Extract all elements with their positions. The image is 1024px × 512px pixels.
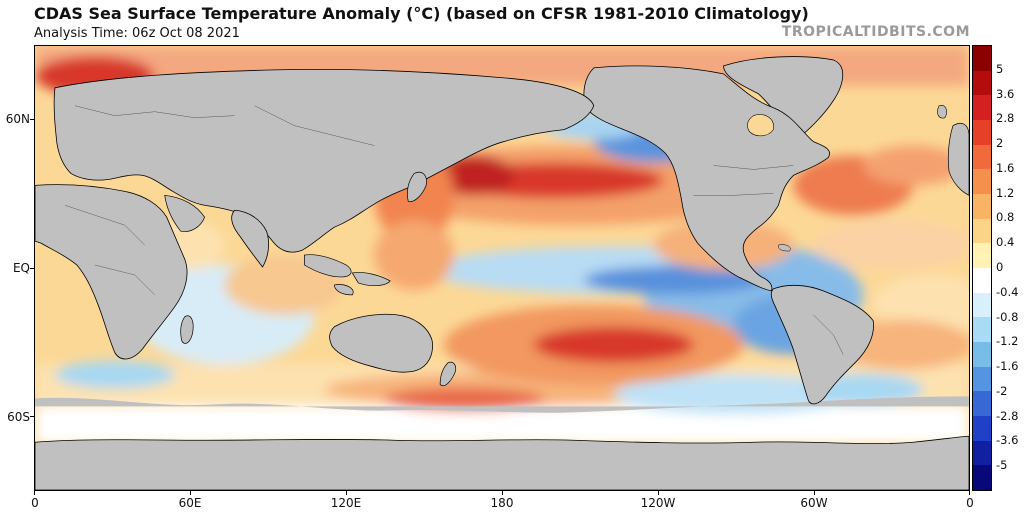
colorbar-label: -1.2	[996, 334, 1019, 349]
lat-label-60n: 60N	[5, 112, 30, 126]
lon-label-60w: 60W	[800, 496, 828, 510]
colorbar-segment	[973, 416, 991, 441]
colorbar-segment	[973, 292, 991, 318]
map-canvas	[35, 46, 969, 490]
lon-label-180: 180	[490, 496, 514, 510]
lon-tick-120w	[658, 491, 659, 495]
colorbar-segment	[973, 366, 991, 392]
analysis-time: Analysis Time: 06z Oct 08 2021	[34, 26, 240, 41]
colorbar-label: -5	[996, 458, 1008, 473]
colorbar-label: 1.6	[996, 160, 1015, 175]
colorbar-segment	[973, 46, 991, 71]
colorbar-label: 3.6	[996, 86, 1015, 101]
colorbar-label: 0.4	[996, 235, 1015, 250]
lon-label-0-east: 0	[966, 496, 974, 510]
colorbar-segment	[973, 194, 991, 219]
colorbar-segment	[973, 317, 991, 343]
colorbar-segment	[973, 440, 991, 466]
colorbar-label: -2	[996, 383, 1008, 398]
map-title: CDAS Sea Surface Temperature Anomaly (°C…	[34, 4, 809, 23]
lon-tick-120e	[346, 491, 347, 495]
lat-tick-eq	[30, 268, 34, 269]
colorbar-label: 0	[996, 260, 1004, 274]
colorbar-label: 2.8	[996, 111, 1015, 126]
lon-label-120e: 120E	[330, 496, 362, 510]
madagascar	[180, 315, 194, 344]
africa	[35, 184, 188, 360]
colorbar-label: 5	[996, 61, 1004, 76]
colorbar-label: 1.2	[996, 185, 1015, 200]
lon-label-60e: 60E	[178, 496, 202, 510]
lon-label-0: 0	[31, 496, 39, 510]
colorbar-label: 2	[996, 136, 1004, 151]
colorbar-label: 0.8	[996, 210, 1015, 225]
colorbar-label: -0.8	[996, 309, 1019, 324]
lat-label-60s: 60S	[7, 410, 30, 424]
colorbar-segment	[973, 218, 991, 244]
colorbar-label: -1.6	[996, 359, 1019, 374]
colorbar-label: -2.8	[996, 408, 1019, 423]
sst-anomaly-map	[34, 45, 970, 491]
lon-label-120w: 120W	[640, 496, 676, 510]
colorbar-segment	[973, 342, 991, 367]
lon-tick-180	[502, 491, 503, 495]
new-zealand	[439, 361, 457, 387]
greenland	[723, 56, 844, 139]
colorbar-segment	[973, 70, 991, 96]
colorbar-segment	[973, 120, 991, 145]
lon-tick-0-east	[969, 491, 970, 495]
lon-tick-60w	[814, 491, 815, 495]
brand-watermark[interactable]: TROPICALTIDBITS.COM	[781, 24, 970, 40]
india	[231, 209, 269, 268]
japan	[407, 171, 427, 202]
antarctic-sea-ice	[35, 396, 969, 413]
colorbar-segment	[973, 391, 991, 417]
lat-tick-60s	[30, 416, 34, 417]
lon-tick-0	[34, 491, 35, 495]
lon-tick-60e	[190, 491, 191, 495]
eurasia	[53, 68, 595, 253]
colorbar-segment	[973, 95, 991, 121]
australia	[329, 313, 433, 373]
south-america	[770, 284, 874, 405]
antarctica	[35, 435, 969, 490]
political-borders	[64, 105, 844, 355]
colorbar	[972, 45, 992, 491]
colorbar-segment	[973, 243, 991, 269]
colorbar-segment	[973, 169, 991, 195]
maritime-continent	[304, 254, 391, 296]
colorbar-label: -3.6	[996, 433, 1019, 448]
lat-label-eq: EQ	[12, 261, 30, 275]
colorbar-label: -0.4	[996, 284, 1019, 299]
lat-tick-60n	[30, 119, 34, 120]
colorbar-segment	[973, 268, 991, 293]
colorbar-segment	[973, 144, 991, 170]
colorbar-segment	[973, 465, 991, 491]
